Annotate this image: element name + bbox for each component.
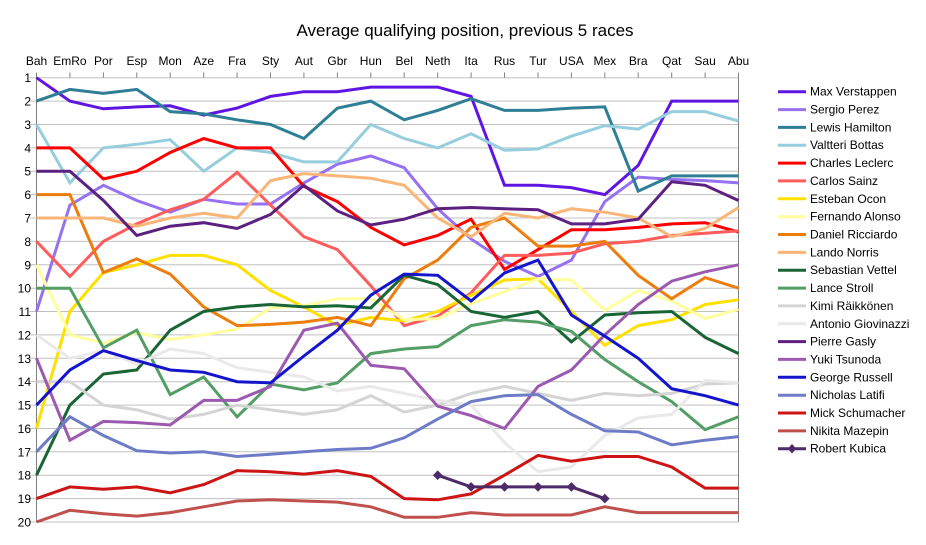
svg-text:Kimi Räikkönen: Kimi Räikkönen (810, 299, 893, 313)
svg-text:12: 12 (18, 328, 32, 342)
svg-text:Rus: Rus (494, 54, 515, 68)
svg-text:6: 6 (24, 188, 31, 202)
svg-text:Carlos Sainz: Carlos Sainz (810, 174, 878, 188)
svg-text:3: 3 (24, 118, 31, 132)
svg-text:4: 4 (24, 141, 31, 155)
svg-text:Mon: Mon (159, 54, 182, 68)
svg-text:18: 18 (18, 469, 32, 483)
svg-text:Bel: Bel (396, 54, 413, 68)
svg-text:Lewis Hamilton: Lewis Hamilton (810, 120, 891, 134)
svg-text:11: 11 (19, 305, 32, 319)
svg-text:Sebastian Vettel: Sebastian Vettel (810, 263, 897, 277)
svg-text:Average qualifying position, p: Average qualifying position, previous 5 … (296, 21, 633, 40)
svg-text:Charles Leclerc: Charles Leclerc (810, 156, 893, 170)
svg-text:Esp: Esp (126, 54, 147, 68)
svg-text:Esteban Ocon: Esteban Ocon (810, 192, 886, 206)
svg-text:8: 8 (24, 235, 31, 249)
svg-text:Valtteri Bottas: Valtteri Bottas (810, 138, 884, 152)
svg-text:Fernando Alonso: Fernando Alonso (810, 210, 901, 224)
svg-text:7: 7 (24, 212, 31, 226)
svg-text:Nicholas Latifi: Nicholas Latifi (810, 388, 885, 402)
svg-text:2: 2 (24, 95, 31, 109)
svg-text:Sergio Perez: Sergio Perez (810, 103, 879, 117)
svg-text:Por: Por (94, 54, 113, 68)
svg-text:Hun: Hun (360, 54, 382, 68)
svg-text:Aze: Aze (193, 54, 214, 68)
svg-text:Abu: Abu (728, 54, 749, 68)
svg-text:Yuki Tsunoda: Yuki Tsunoda (810, 352, 881, 366)
svg-text:Gbr: Gbr (327, 54, 347, 68)
svg-text:Sty: Sty (262, 54, 279, 68)
svg-text:Sau: Sau (694, 54, 715, 68)
svg-text:17: 17 (18, 445, 32, 459)
svg-text:Antonio Giovinazzi: Antonio Giovinazzi (810, 317, 909, 331)
svg-text:15: 15 (18, 399, 32, 413)
svg-text:Neth: Neth (425, 54, 450, 68)
svg-text:USA: USA (559, 54, 584, 68)
svg-text:Robert Kubica: Robert Kubica (810, 442, 886, 456)
svg-text:10: 10 (18, 282, 32, 296)
svg-text:George Russell: George Russell (810, 370, 893, 384)
svg-text:Mick Schumacher: Mick Schumacher (810, 406, 905, 420)
svg-text:Bra: Bra (629, 54, 648, 68)
svg-text:Qat: Qat (662, 54, 682, 68)
svg-text:20: 20 (18, 516, 32, 530)
svg-text:13: 13 (18, 352, 32, 366)
svg-text:16: 16 (18, 422, 32, 436)
svg-text:14: 14 (18, 375, 32, 389)
svg-text:Mex: Mex (593, 54, 616, 68)
svg-text:Max Verstappen: Max Verstappen (810, 85, 897, 99)
svg-text:Daniel Ricciardo: Daniel Ricciardo (810, 228, 898, 242)
svg-text:5: 5 (24, 165, 31, 179)
svg-text:Lance Stroll: Lance Stroll (810, 281, 873, 295)
svg-text:EmRo: EmRo (53, 54, 87, 68)
svg-text:Pierre Gasly: Pierre Gasly (810, 335, 876, 349)
svg-text:19: 19 (18, 492, 32, 506)
svg-text:Nikita Mazepin: Nikita Mazepin (810, 424, 889, 438)
svg-text:Bah: Bah (26, 54, 47, 68)
svg-text:9: 9 (24, 258, 31, 272)
svg-text:Aut: Aut (295, 54, 314, 68)
svg-text:1: 1 (24, 71, 31, 85)
svg-text:Lando Norris: Lando Norris (810, 245, 879, 259)
svg-text:Fra: Fra (228, 54, 246, 68)
svg-text:Tur: Tur (529, 54, 547, 68)
svg-text:Ita: Ita (464, 54, 478, 68)
